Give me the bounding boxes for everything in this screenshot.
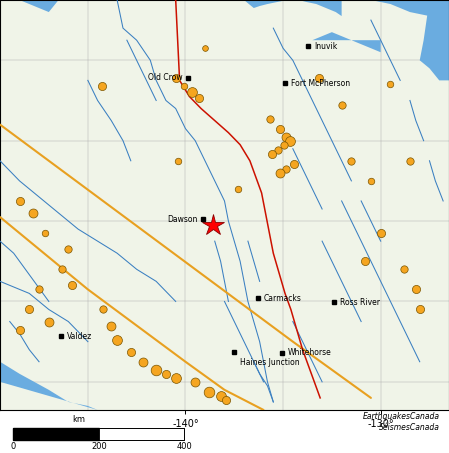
Text: km: km bbox=[72, 415, 85, 424]
Text: EarthquakesCanada
SéismesCanada: EarthquakesCanada SéismesCanada bbox=[363, 412, 440, 432]
Text: Dawson: Dawson bbox=[167, 215, 197, 224]
Text: 400: 400 bbox=[176, 442, 192, 451]
Bar bbox=[13, 428, 184, 440]
Polygon shape bbox=[244, 0, 342, 16]
Text: Carmacks: Carmacks bbox=[264, 294, 301, 303]
Text: Inuvik: Inuvik bbox=[314, 42, 338, 51]
Bar bbox=[99, 428, 184, 440]
Text: Fort McPherson: Fort McPherson bbox=[291, 79, 350, 88]
Polygon shape bbox=[0, 362, 97, 410]
Bar bbox=[13, 428, 99, 440]
Polygon shape bbox=[0, 0, 58, 12]
Text: 200: 200 bbox=[91, 442, 107, 451]
Text: Whitehorse: Whitehorse bbox=[288, 348, 332, 357]
Polygon shape bbox=[420, 0, 449, 80]
Polygon shape bbox=[313, 32, 381, 52]
Polygon shape bbox=[371, 0, 449, 20]
Text: Haines Junction: Haines Junction bbox=[240, 358, 300, 367]
Text: Old Crow: Old Crow bbox=[148, 73, 183, 82]
Text: Valdez: Valdez bbox=[67, 332, 92, 341]
Text: 0: 0 bbox=[11, 442, 16, 451]
Text: Ross River: Ross River bbox=[340, 298, 380, 307]
